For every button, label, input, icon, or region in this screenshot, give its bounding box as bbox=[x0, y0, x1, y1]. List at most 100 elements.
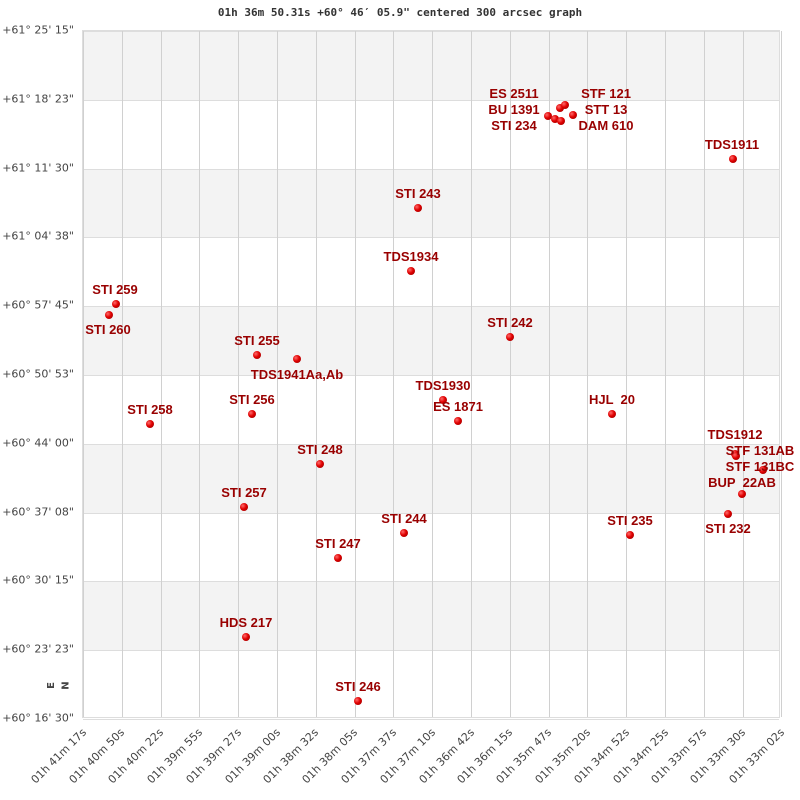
star-label: STF 131BC bbox=[725, 459, 795, 474]
grid-line-horizontal bbox=[83, 650, 779, 652]
north-marker: N bbox=[60, 681, 72, 690]
y-tick-label: +60° 57' 45" bbox=[2, 298, 74, 312]
star-label: STI 242 bbox=[487, 315, 533, 330]
star-label: HDS 217 bbox=[219, 615, 273, 630]
grid-line-vertical bbox=[199, 31, 201, 717]
y-tick-label: +60° 30' 15" bbox=[2, 573, 74, 587]
star-label: STI 244 bbox=[381, 511, 427, 526]
star-marker[interactable] bbox=[551, 115, 559, 123]
grid-line-vertical bbox=[509, 31, 511, 717]
star-label: STI 234 bbox=[491, 118, 537, 133]
star-label: STI 258 bbox=[127, 402, 173, 417]
star-label: ES 1871 bbox=[433, 399, 483, 414]
y-tick-label: +60° 50' 53" bbox=[2, 367, 74, 381]
star-marker[interactable] bbox=[557, 117, 565, 125]
star-marker[interactable] bbox=[544, 112, 552, 120]
star-marker[interactable] bbox=[253, 351, 261, 359]
y-tick-label: +61° 11' 30" bbox=[2, 161, 74, 175]
star-marker[interactable] bbox=[105, 311, 113, 319]
grid-line-vertical bbox=[432, 31, 434, 717]
star-label: STI 255 bbox=[234, 333, 280, 348]
star-marker[interactable] bbox=[400, 529, 408, 537]
star-marker[interactable] bbox=[556, 104, 564, 112]
star-marker[interactable] bbox=[354, 697, 362, 705]
y-tick-label: +60° 44' 00" bbox=[2, 436, 74, 450]
star-marker[interactable] bbox=[759, 466, 767, 474]
star-marker[interactable] bbox=[569, 111, 577, 119]
star-label: ES 2511 bbox=[489, 86, 539, 101]
star-label: STI 246 bbox=[335, 679, 381, 694]
star-marker[interactable] bbox=[146, 420, 154, 428]
star-marker[interactable] bbox=[724, 510, 732, 518]
star-marker[interactable] bbox=[454, 417, 462, 425]
star-marker[interactable] bbox=[732, 452, 740, 460]
east-marker: E bbox=[45, 682, 57, 689]
star-label: STI 248 bbox=[297, 442, 343, 457]
star-label: STT 13 bbox=[584, 102, 628, 117]
star-label: TDS1911 bbox=[704, 137, 760, 152]
y-tick-label: +60° 16' 30" bbox=[2, 711, 74, 725]
star-marker[interactable] bbox=[729, 155, 737, 163]
star-marker[interactable] bbox=[293, 355, 301, 363]
grid-line-vertical bbox=[665, 31, 666, 717]
grid-line-vertical bbox=[471, 31, 472, 717]
star-marker[interactable] bbox=[407, 267, 415, 275]
grid-line-vertical bbox=[742, 31, 744, 717]
grid-band bbox=[83, 443, 779, 513]
star-marker[interactable] bbox=[414, 204, 422, 212]
grid-band bbox=[83, 581, 779, 651]
star-marker[interactable] bbox=[561, 101, 569, 109]
grid-line-vertical bbox=[354, 31, 356, 717]
plot-area bbox=[82, 30, 783, 720]
grid-line-horizontal bbox=[83, 31, 779, 32]
star-label: TDS1912 bbox=[707, 427, 763, 442]
star-label: HJL 20 bbox=[588, 392, 636, 407]
y-tick-label: +61° 04' 38" bbox=[2, 229, 74, 243]
grid-line-vertical bbox=[238, 31, 240, 717]
grid-line-vertical bbox=[781, 31, 783, 717]
star-label: STI 247 bbox=[315, 536, 361, 551]
grid-line-horizontal bbox=[83, 99, 779, 101]
grid-line-vertical bbox=[315, 31, 317, 717]
grid-line-horizontal bbox=[83, 168, 779, 170]
star-label: STI 243 bbox=[395, 186, 441, 201]
star-marker[interactable] bbox=[316, 460, 324, 468]
grid-line-vertical bbox=[548, 31, 550, 717]
star-label: STI 235 bbox=[607, 513, 653, 528]
grid-band bbox=[83, 31, 779, 100]
star-label: STI 256 bbox=[229, 392, 275, 407]
star-marker[interactable] bbox=[738, 490, 746, 498]
star-marker[interactable] bbox=[112, 300, 120, 308]
grid-band bbox=[83, 306, 779, 375]
grid-line-horizontal bbox=[83, 306, 779, 308]
grid-line-vertical bbox=[703, 31, 705, 717]
grid-line-horizontal bbox=[83, 581, 779, 583]
star-label: TDS1941Aa,Ab bbox=[250, 367, 344, 382]
y-tick-label: +61° 25' 15" bbox=[2, 23, 74, 37]
star-label: STI 232 bbox=[705, 521, 751, 536]
star-marker[interactable] bbox=[334, 554, 342, 562]
grid-line-horizontal bbox=[83, 375, 779, 376]
star-label: STF 131AB bbox=[725, 443, 795, 458]
grid-line-horizontal bbox=[83, 237, 779, 239]
star-marker[interactable] bbox=[626, 531, 634, 539]
star-label: DAM 610 bbox=[578, 118, 634, 133]
star-marker[interactable] bbox=[242, 633, 250, 641]
star-marker[interactable] bbox=[240, 503, 248, 511]
star-marker[interactable] bbox=[506, 333, 514, 341]
grid-line-horizontal bbox=[83, 719, 779, 720]
grid-line-vertical bbox=[587, 31, 589, 717]
grid-line-vertical bbox=[160, 31, 162, 717]
grid-line-vertical bbox=[121, 31, 123, 717]
star-marker[interactable] bbox=[248, 410, 256, 418]
star-marker[interactable] bbox=[439, 396, 447, 404]
grid-line-vertical bbox=[626, 31, 628, 717]
grid-line-horizontal bbox=[83, 512, 779, 514]
star-marker[interactable] bbox=[608, 410, 616, 418]
y-tick-label: +60° 37' 08" bbox=[2, 505, 74, 519]
star-label: STI 257 bbox=[221, 485, 267, 500]
star-label: TDS1930 bbox=[415, 378, 471, 393]
star-label: BUP 22AB bbox=[708, 475, 776, 490]
chart-title: 01h 36m 50.31s +60° 46′ 05.9" centered 3… bbox=[217, 6, 583, 19]
grid-band bbox=[83, 168, 779, 238]
